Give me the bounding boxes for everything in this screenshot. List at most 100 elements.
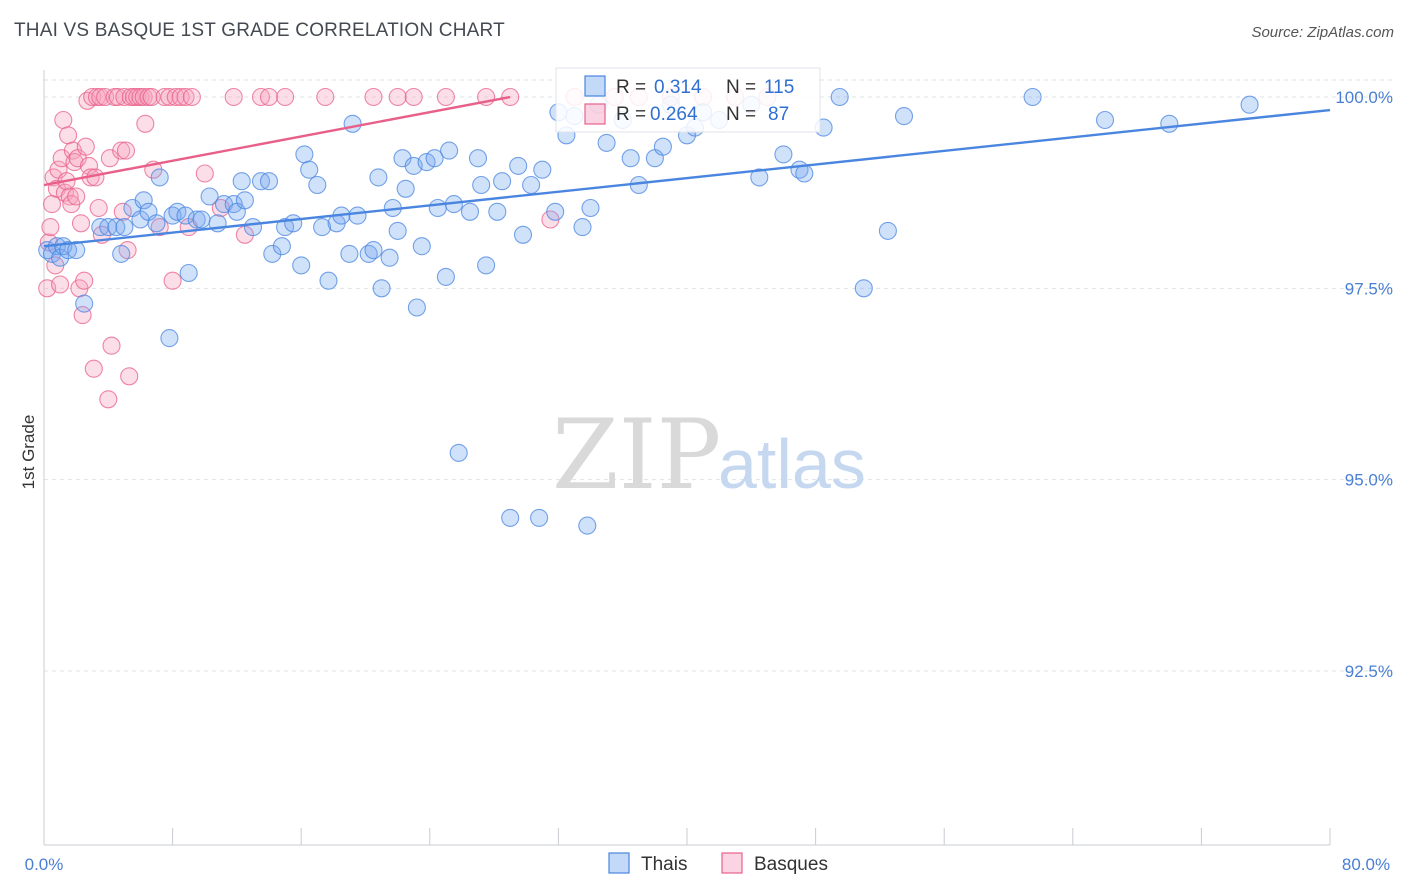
thais-point[interactable] xyxy=(67,241,86,260)
legend-swatch-thais[interactable] xyxy=(608,852,630,874)
thais-point[interactable] xyxy=(313,218,332,237)
basques-point[interactable] xyxy=(436,87,455,107)
basques-point[interactable] xyxy=(41,218,60,237)
basques-point[interactable] xyxy=(276,87,295,107)
basques-point[interactable] xyxy=(120,367,139,386)
thais-point[interactable] xyxy=(200,187,219,206)
thais-point[interactable] xyxy=(319,271,338,290)
thais-point[interactable] xyxy=(372,279,391,298)
thais-point[interactable] xyxy=(530,508,549,527)
thais-point[interactable] xyxy=(259,172,279,191)
thais-point[interactable] xyxy=(396,179,415,198)
basques-point[interactable] xyxy=(166,87,185,107)
basques-point[interactable] xyxy=(364,87,383,107)
thais-point[interactable] xyxy=(501,508,520,527)
basques-point[interactable] xyxy=(51,275,70,294)
thais-point[interactable] xyxy=(436,267,455,286)
thais-point[interactable] xyxy=(1160,114,1179,133)
basques-point[interactable] xyxy=(112,141,131,160)
basques-point[interactable] xyxy=(59,126,78,145)
thais-point[interactable] xyxy=(263,244,282,263)
basques-point[interactable] xyxy=(102,336,121,355)
basques-point[interactable] xyxy=(116,141,136,160)
basques-point[interactable] xyxy=(224,87,243,107)
basques-point[interactable] xyxy=(91,87,110,107)
thais-point[interactable] xyxy=(621,149,640,168)
thais-point[interactable] xyxy=(369,168,388,187)
thais-point[interactable] xyxy=(187,210,206,229)
thais-point[interactable] xyxy=(150,168,169,187)
thais-point[interactable] xyxy=(894,107,914,126)
legend-swatch-basques[interactable] xyxy=(721,852,743,874)
thais-point[interactable] xyxy=(232,172,251,191)
thais-point[interactable] xyxy=(147,214,166,233)
basques-point[interactable] xyxy=(195,164,214,183)
thais-point[interactable] xyxy=(472,175,491,195)
basques-point[interactable] xyxy=(60,187,79,206)
legend-label-basques[interactable]: Basques xyxy=(754,854,828,875)
basques-point[interactable] xyxy=(115,87,134,107)
thais-point[interactable] xyxy=(653,137,672,156)
legend-label-thais[interactable]: Thais xyxy=(641,854,687,875)
thais-point[interactable] xyxy=(243,218,263,237)
thais-point[interactable] xyxy=(774,145,793,164)
thais-point[interactable] xyxy=(115,218,134,237)
thais-point[interactable] xyxy=(477,256,496,275)
basques-point[interactable] xyxy=(73,306,92,325)
basques-point[interactable] xyxy=(176,87,195,107)
thais-point[interactable] xyxy=(425,149,444,168)
thais-point[interactable] xyxy=(522,175,541,195)
thais-point[interactable] xyxy=(179,263,198,283)
thais-point[interactable] xyxy=(272,237,291,256)
thais-point[interactable] xyxy=(795,164,814,183)
thais-point[interactable] xyxy=(878,221,897,240)
thais-point[interactable] xyxy=(578,516,597,535)
thais-point[interactable] xyxy=(533,160,552,179)
thais-point[interactable] xyxy=(460,202,480,221)
basques-point[interactable] xyxy=(76,137,95,156)
thais-point[interactable] xyxy=(235,191,254,210)
thais-point[interactable] xyxy=(295,145,314,164)
thais-point[interactable] xyxy=(1240,95,1259,114)
thais-point[interactable] xyxy=(513,225,533,244)
basques-point[interactable] xyxy=(108,87,127,107)
thais-point[interactable] xyxy=(380,248,399,267)
basques-point[interactable] xyxy=(316,87,335,107)
basques-point[interactable] xyxy=(75,271,94,290)
thais-point[interactable] xyxy=(468,149,488,168)
thais-point[interactable] xyxy=(449,443,468,462)
thais-point[interactable] xyxy=(134,191,153,210)
thais-point[interactable] xyxy=(1023,87,1042,107)
thais-point[interactable] xyxy=(340,244,359,263)
thais-point[interactable] xyxy=(292,256,311,275)
basques-point[interactable] xyxy=(182,87,201,107)
basques-point[interactable] xyxy=(404,87,423,107)
thais-point[interactable] xyxy=(597,133,616,152)
thais-point[interactable] xyxy=(581,198,600,218)
basques-point[interactable] xyxy=(259,87,279,107)
thais-point[interactable] xyxy=(308,175,327,195)
thais-point[interactable] xyxy=(388,221,407,240)
thais-point[interactable] xyxy=(343,114,362,133)
thais-point[interactable] xyxy=(440,141,459,160)
thais-point[interactable] xyxy=(364,241,383,260)
basques-point[interactable] xyxy=(142,87,161,107)
basques-point[interactable] xyxy=(388,87,407,107)
thais-point[interactable] xyxy=(573,218,592,237)
basques-point[interactable] xyxy=(54,110,73,130)
basques-point[interactable] xyxy=(501,87,520,107)
thais-point[interactable] xyxy=(112,244,131,263)
thais-point[interactable] xyxy=(284,214,303,233)
thais-point[interactable] xyxy=(488,202,507,221)
basques-point[interactable] xyxy=(89,198,108,218)
basques-point[interactable] xyxy=(71,214,91,233)
thais-point[interactable] xyxy=(750,168,769,187)
thais-point[interactable] xyxy=(546,202,565,221)
basques-point[interactable] xyxy=(96,87,115,107)
thais-point[interactable] xyxy=(428,198,447,218)
basques-point[interactable] xyxy=(99,390,118,409)
thais-point[interactable] xyxy=(300,160,319,179)
thais-point[interactable] xyxy=(509,156,528,175)
basques-point[interactable] xyxy=(67,187,86,206)
thais-point[interactable] xyxy=(493,172,512,191)
